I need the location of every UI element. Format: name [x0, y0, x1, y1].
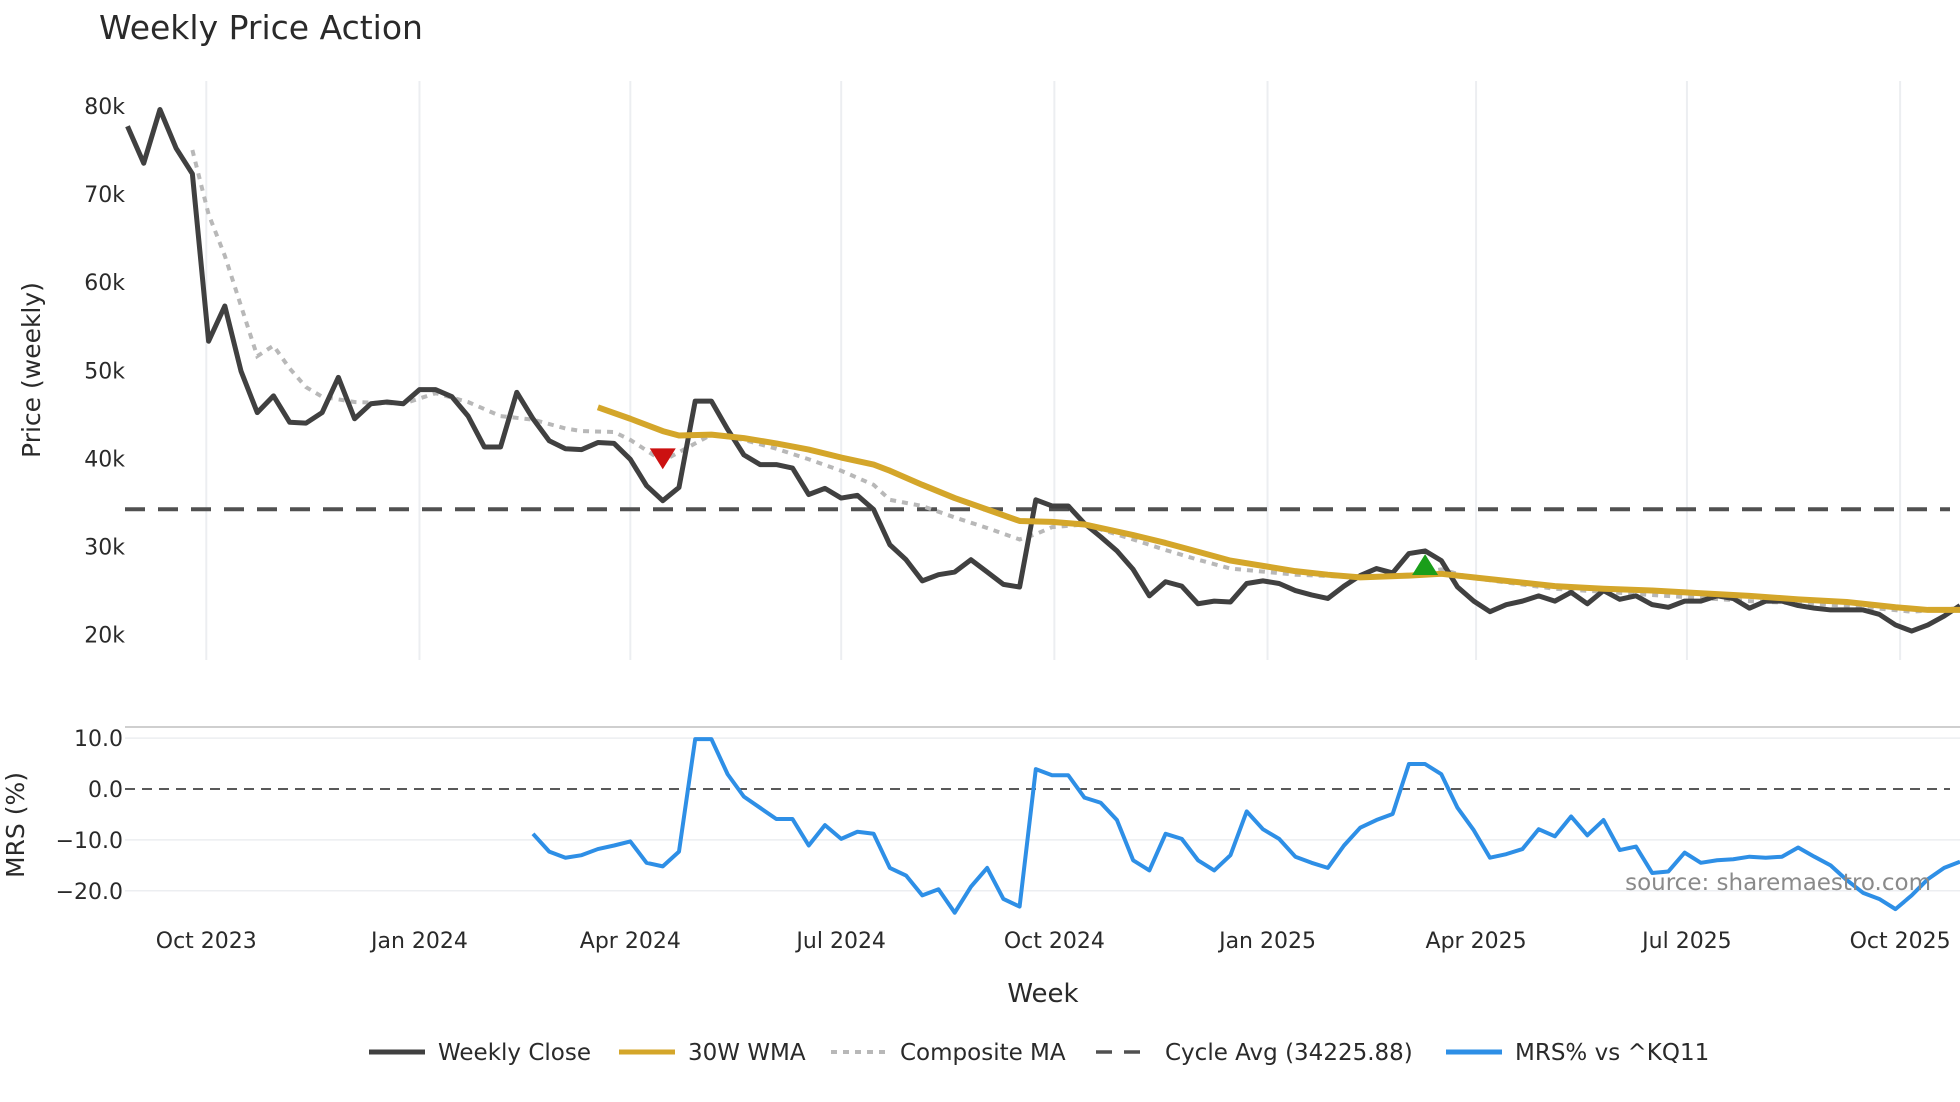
y-tick-label-bottom: 10.0	[74, 727, 123, 752]
x-tick-label: Apr 2024	[580, 929, 681, 954]
x-tick-label: Oct 2025	[1850, 929, 1951, 954]
source-annotation: source: sharemaestro.com	[1625, 870, 1931, 896]
y-tick-label: 80k	[84, 95, 125, 120]
y-tick-label: 30k	[84, 536, 125, 561]
legend-label-30w-wma: 30W WMA	[688, 1040, 806, 1066]
x-tick-label: Jul 2024	[794, 929, 886, 954]
legend: Weekly Close 30W WMA Composite MA Cycle Avg…	[369, 1040, 1709, 1066]
y-tick-label: 50k	[84, 359, 125, 384]
x-tick-label: Jan 2024	[369, 929, 468, 954]
x-axis-label: Week	[1007, 979, 1078, 1009]
y-tick-label: 20k	[84, 624, 125, 649]
y-tick-label: 70k	[84, 183, 125, 208]
y-tick-label: 40k	[84, 447, 125, 472]
axes: Oct 2023 Jan 2024 Apr 2024 Jul 2024 Oct 2024…	[56, 95, 1951, 954]
series-composite-ma	[190, 149, 1960, 614]
y-tick-label-bottom: −10.0	[56, 829, 123, 854]
series-weekly-close	[125, 107, 1960, 634]
x-tick-label: Apr 2025	[1426, 929, 1527, 954]
legend-label-mrs-vs-kq11: MRS% vs ^KQ11	[1515, 1040, 1709, 1066]
legend-label-composite-ma: Composite MA	[900, 1040, 1066, 1066]
y-axis-label: Price (weekly)	[17, 282, 46, 458]
x-tick-label: Jul 2025	[1640, 929, 1732, 954]
grid	[125, 81, 1960, 892]
x-tick-label: Jan 2025	[1217, 929, 1316, 954]
series-30w-wma	[596, 404, 1960, 613]
buy-signal-marker	[1412, 554, 1439, 575]
legend-label-weekly-close: Weekly Close	[438, 1040, 591, 1066]
sell-signal-marker	[649, 448, 676, 470]
series-mrs-vs-kq11	[531, 737, 1960, 915]
chart-title: Weekly Price Action	[99, 8, 423, 47]
y-tick-label-bottom: −20.0	[56, 880, 123, 905]
x-tick-label: Oct 2023	[156, 929, 257, 954]
y-tick-label-bottom: 0.0	[88, 778, 123, 803]
plot-area	[125, 107, 1960, 915]
x-tick-label: Oct 2024	[1004, 929, 1105, 954]
legend-label-cycle-avg-34225-88: Cycle Avg (34225.88)	[1165, 1040, 1413, 1066]
y-axis-label-bottom: MRS (%)	[1, 772, 30, 878]
y-tick-label: 60k	[84, 271, 125, 296]
